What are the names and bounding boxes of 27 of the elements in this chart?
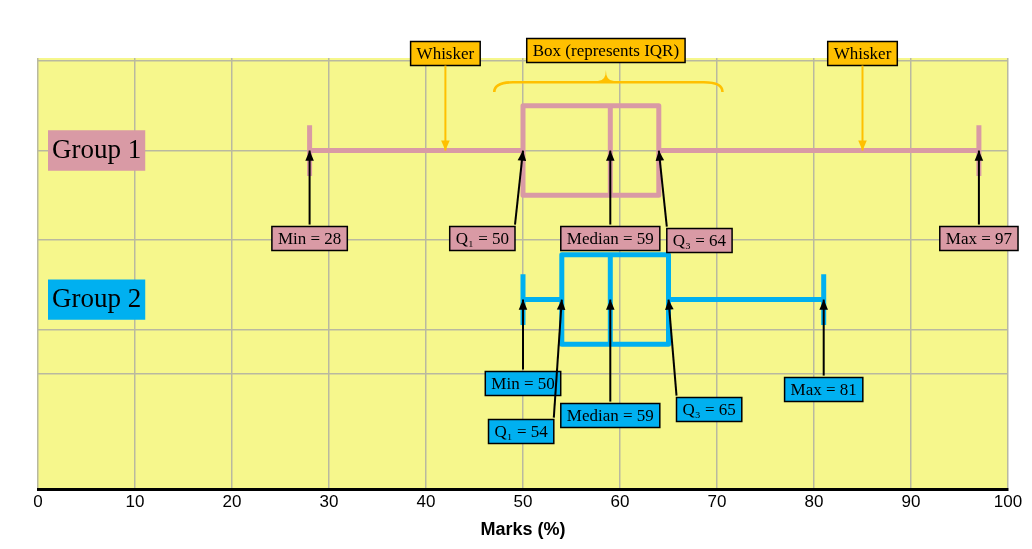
annotation: Max = 97 <box>945 229 1013 249</box>
annotation: Box (represents IQR) <box>532 41 680 61</box>
x-tick-label: 90 <box>901 491 921 511</box>
annotation: Min = 50 <box>491 374 555 394</box>
x-tick-label: 70 <box>707 491 727 511</box>
annotation: Max = 81 <box>790 380 857 400</box>
annotation: Q₃ = 65 <box>682 400 736 420</box>
annotation: Whisker <box>416 44 475 64</box>
x-axis-title: Marks (%) <box>480 519 566 540</box>
x-tick-label: 50 <box>513 491 533 511</box>
x-tick-label: 100 <box>993 491 1023 511</box>
annotation: Min = 28 <box>277 229 342 249</box>
annotation: Whisker <box>833 44 892 64</box>
x-tick-label: 60 <box>610 491 630 511</box>
annotation: Q₁ = 54 <box>494 422 549 442</box>
x-tick-label: 30 <box>319 491 339 511</box>
annotation: Median = 59 <box>566 406 654 426</box>
x-tick-label: 40 <box>416 491 436 511</box>
annotation: Median = 59 <box>566 229 654 249</box>
y-tick-label: Group 2 <box>52 282 142 313</box>
x-tick-label: 80 <box>804 491 824 511</box>
annotation: Q₃ = 64 <box>672 231 727 251</box>
x-tick-label: 10 <box>125 491 145 511</box>
annotation: Q₁ = 50 <box>455 229 510 249</box>
x-tick-label: 0 <box>33 491 43 511</box>
y-tick-label: Group 1 <box>52 133 142 164</box>
x-tick-label: 20 <box>222 491 242 511</box>
